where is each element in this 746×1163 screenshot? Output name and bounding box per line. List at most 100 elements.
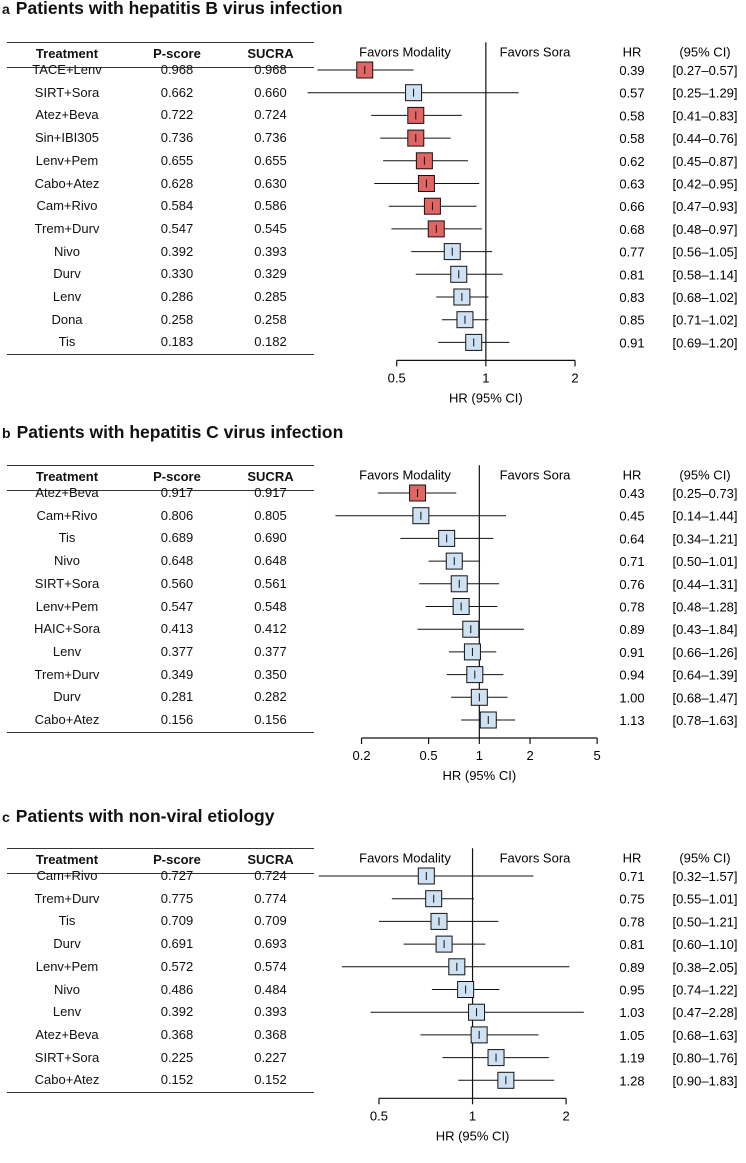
forest-row: 1.00 [0.68–1.47] (451, 688, 738, 706)
treatment-name: Atez+Beva (35, 1026, 99, 1042)
forest-row: 0.95 [0.74–1.22] (431, 981, 738, 998)
forest-row: 0.85 [0.71–1.02] (441, 311, 738, 329)
ci-value: [0.45–0.87] (672, 154, 737, 169)
x-tick-label: 2 (563, 1108, 570, 1123)
ci-value: [0.42–0.95] (672, 177, 737, 192)
hr-value: 1.13 (619, 713, 644, 728)
treatment-name: Trem+Durv (34, 220, 100, 236)
table-row: Lenv+Pem 0.655 0.655 (7, 150, 314, 172)
forest-row: 0.57 [0.25–1.29] (307, 84, 738, 102)
hr-value: 0.58 (619, 108, 644, 123)
sucra-value: 0.709 (254, 913, 287, 929)
table-row: Tis 0.183 0.182 (7, 331, 314, 353)
ci-value: [0.80–1.76] (672, 1051, 737, 1066)
ci-value: [0.71–1.02] (672, 313, 737, 328)
forest-row: 1.28 [0.90–1.83] (458, 1071, 738, 1089)
ci-value: [0.68–1.02] (672, 290, 737, 305)
table-row: Cam+Rivo 0.584 0.586 (7, 195, 314, 217)
forest-row: 1.19 [0.80–1.76] (442, 1049, 738, 1067)
pscore-value: 0.330 (160, 266, 194, 282)
sucra-value: 0.774 (254, 890, 287, 906)
hr-value: 0.95 (619, 983, 644, 998)
pscore-value: 0.152 (160, 1072, 194, 1088)
pscore-value: 0.392 (160, 1004, 194, 1020)
forest-row: 0.89 [0.38–2.05] (341, 958, 738, 976)
forest-row: 0.94 [0.64–1.39] (446, 666, 738, 684)
table-row: HAIC+Sora 0.413 0.412 (7, 618, 314, 640)
panel-title: c Patients with non-viral etiology (2, 806, 274, 827)
header-ci: (95% CI) (679, 44, 730, 59)
sucra-value: 0.156 (254, 712, 287, 727)
forest-row: 0.64 [0.34–1.21] (400, 529, 738, 547)
table-row: Durv 0.281 0.282 (7, 686, 314, 708)
hr-value: 1.03 (619, 1005, 644, 1020)
forest-plot: Favors Modality Favors Sora HR (95% CI) 0.5 1… (307, 42, 738, 405)
forest-row: 0.58 [0.41–0.83] (371, 106, 738, 124)
sucra-value: 0.660 (254, 84, 287, 100)
treatment-name: Sin+IBI305 (35, 130, 99, 146)
treatment-name: Trem+Durv (34, 666, 100, 682)
table-header-row: Treatment P-score SUCRA (7, 466, 314, 488)
table-top-rule (7, 848, 314, 850)
treatment-name: Atez+Beva (35, 107, 99, 123)
ci-value: [0.14–1.44] (672, 509, 737, 524)
hr-value: 1.19 (619, 1051, 644, 1066)
table-row: Cabo+Atez 0.156 0.156 (7, 709, 314, 731)
ci-value: [0.78–1.63] (672, 713, 737, 728)
hr-value: 0.57 (619, 86, 644, 101)
x-tick-label: 1 (469, 1108, 476, 1123)
hr-value: 0.89 (619, 622, 644, 637)
hr-value: 0.94 (619, 668, 644, 683)
header-sucra: SUCRA (247, 852, 294, 868)
x-tick-label: 0.5 (370, 1108, 388, 1123)
panel-label: b (2, 425, 11, 441)
header-sucra: SUCRA (247, 469, 294, 485)
hr-value: 0.76 (619, 577, 644, 592)
hr-value: 0.91 (619, 335, 644, 350)
table-row: Atez+Beva 0.917 0.917 (7, 482, 314, 504)
sucra-value: 0.227 (254, 1049, 287, 1065)
hr-value: 0.78 (619, 914, 644, 929)
sucra-value: 0.258 (254, 311, 287, 327)
table-row: SIRT+Sora 0.225 0.227 (7, 1047, 314, 1069)
table-row: SIRT+Sora 0.662 0.660 (7, 82, 314, 104)
sucra-value: 0.329 (254, 266, 287, 282)
sucra-value: 0.393 (254, 243, 287, 259)
sucra-value: 0.548 (254, 598, 287, 614)
hr-value: 0.85 (619, 313, 644, 328)
treatment-name: Cam+Rivo (36, 198, 98, 214)
forest-row: 0.76 [0.44–1.31] (419, 575, 738, 593)
ci-value: [0.58–1.14] (672, 267, 737, 282)
table-row: Durv 0.691 0.693 (7, 933, 314, 955)
sucra-value: 0.393 (254, 1004, 287, 1020)
pscore-value: 0.368 (160, 1026, 194, 1042)
header-treatment: Treatment (35, 46, 99, 62)
ci-value: [0.90–1.83] (672, 1073, 737, 1088)
treatment-name: SIRT+Sora (34, 1049, 100, 1065)
pscore-value: 0.377 (160, 643, 194, 659)
pscore-value: 0.775 (160, 890, 194, 906)
pscore-value: 0.281 (160, 689, 194, 705)
table-row: Lenv+Pem 0.572 0.574 (7, 956, 314, 978)
pscore-value: 0.547 (160, 220, 194, 236)
forest-row: 0.45 [0.14–1.44] (335, 507, 738, 525)
hr-value: 0.78 (619, 600, 644, 615)
hr-value: 1.05 (619, 1028, 644, 1043)
table-header-rule (7, 873, 314, 874)
ci-value: [0.25–0.73] (672, 486, 737, 501)
panel-title-text: Patients with non-viral etiology (15, 806, 275, 826)
forest-row: 0.78 [0.48–1.28] (425, 598, 738, 615)
treatment-name: Lenv+Pem (35, 598, 99, 614)
sucra-value: 0.917 (254, 485, 287, 500)
ci-value: [0.60–1.10] (672, 937, 737, 952)
ci-value: [0.27–0.57] (672, 63, 737, 78)
treatment-name: Tis (58, 334, 76, 350)
pscore-value: 0.349 (160, 666, 194, 682)
hr-value: 1.00 (619, 690, 644, 705)
table-row: Nivo 0.648 0.648 (7, 550, 314, 572)
forest-row: 0.78 [0.50–1.21] (378, 912, 738, 930)
treatment-name: Lenv (52, 1004, 82, 1020)
x-tick-label: 2 (571, 370, 578, 385)
treatment-name: Lenv+Pem (35, 152, 99, 168)
ci-value: [0.47–0.93] (672, 199, 737, 214)
